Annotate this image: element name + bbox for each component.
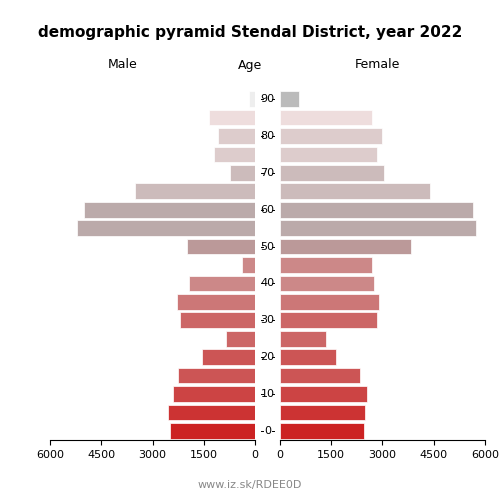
Text: 70: 70 [260, 168, 274, 178]
Text: 40: 40 [260, 278, 274, 288]
Bar [280, 404, 366, 420]
Text: Female: Female [355, 58, 400, 71]
Bar [280, 368, 360, 384]
Text: Male: Male [108, 58, 138, 71]
Text: 20: 20 [260, 352, 274, 362]
Bar [176, 294, 255, 310]
Bar [202, 350, 255, 365]
Bar [209, 110, 255, 126]
Bar [84, 202, 255, 218]
Bar [178, 368, 255, 384]
Bar [168, 404, 255, 420]
Bar [280, 239, 411, 254]
Text: 80: 80 [260, 131, 274, 141]
Bar [280, 294, 379, 310]
Bar [173, 386, 255, 402]
Bar [249, 92, 255, 107]
Bar [242, 257, 255, 273]
Bar [280, 220, 476, 236]
Bar [78, 220, 255, 236]
Bar [280, 128, 382, 144]
Bar [280, 110, 372, 126]
Text: 50: 50 [260, 242, 274, 252]
Bar [280, 257, 372, 273]
Text: 60: 60 [260, 204, 274, 214]
Bar [280, 146, 378, 162]
Bar [280, 184, 430, 199]
Bar [230, 165, 255, 180]
Bar [188, 276, 255, 291]
Bar [280, 92, 298, 107]
Bar [280, 423, 363, 438]
Bar [136, 184, 255, 199]
Bar [280, 202, 473, 218]
Bar [214, 146, 255, 162]
Bar [280, 312, 378, 328]
Bar [280, 165, 384, 180]
Bar [280, 386, 367, 402]
Bar [218, 128, 255, 144]
Text: 30: 30 [260, 316, 274, 326]
Bar [226, 331, 255, 346]
Bar [170, 423, 255, 438]
Bar [280, 350, 336, 365]
Text: demographic pyramid Stendal District, year 2022: demographic pyramid Stendal District, ye… [38, 25, 462, 40]
Bar [187, 239, 255, 254]
Text: www.iz.sk/RDEE0D: www.iz.sk/RDEE0D [198, 480, 302, 490]
Text: 90: 90 [260, 94, 274, 104]
Text: 0: 0 [264, 426, 271, 436]
Text: Age: Age [238, 58, 262, 71]
Bar [280, 331, 326, 346]
Text: 10: 10 [260, 389, 274, 399]
Bar [280, 276, 374, 291]
Bar [180, 312, 255, 328]
